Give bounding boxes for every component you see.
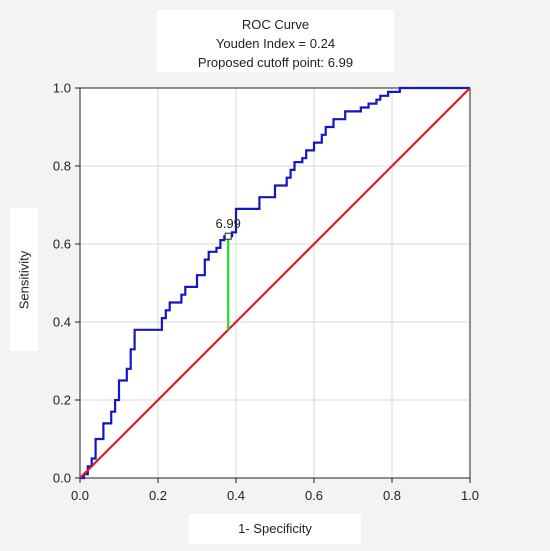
x-tick-label: 1.0 (461, 488, 479, 503)
x-tick-label: 0.0 (71, 488, 89, 503)
y-tick-labels: 0.0 0.2 0.4 0.6 0.8 1.0 (53, 81, 80, 486)
x-tick-label: 0.4 (227, 488, 245, 503)
youden-index-line: Youden Index = 0.24 (215, 36, 336, 51)
x-tick-label: 0.6 (305, 488, 323, 503)
chart-title: ROC Curve (241, 17, 310, 32)
annotation-group: 6.99 (216, 216, 241, 330)
y-tick-label: 0.8 (53, 159, 71, 174)
y-tick-label: 0.4 (53, 315, 71, 330)
y-axis-label-box: Sensitivity (10, 208, 38, 351)
x-axis-label: 1- Specificity (189, 514, 361, 544)
y-tick-label: 0.0 (53, 471, 71, 486)
y-tick-label: 1.0 (53, 81, 71, 96)
y-tick-label: 0.6 (53, 237, 71, 252)
plot-frame (79, 87, 471, 479)
reference-diagonal-line (79, 87, 471, 479)
cutoff-point-line: Proposed cutoff point: 6.99 (197, 55, 354, 70)
x-tick-label: 0.8 (383, 488, 401, 503)
cutoff-point-label: 6.99 (216, 216, 241, 231)
x-tick-label: 0.2 (149, 488, 167, 503)
chart-title-box: ROC Curve Youden Index = 0.24 Proposed c… (157, 10, 394, 72)
y-tick-label: 0.2 (53, 393, 71, 408)
x-tick-labels: 0.0 0.2 0.4 0.6 0.8 1.0 (71, 478, 479, 503)
cutoff-point-marker (224, 232, 232, 240)
